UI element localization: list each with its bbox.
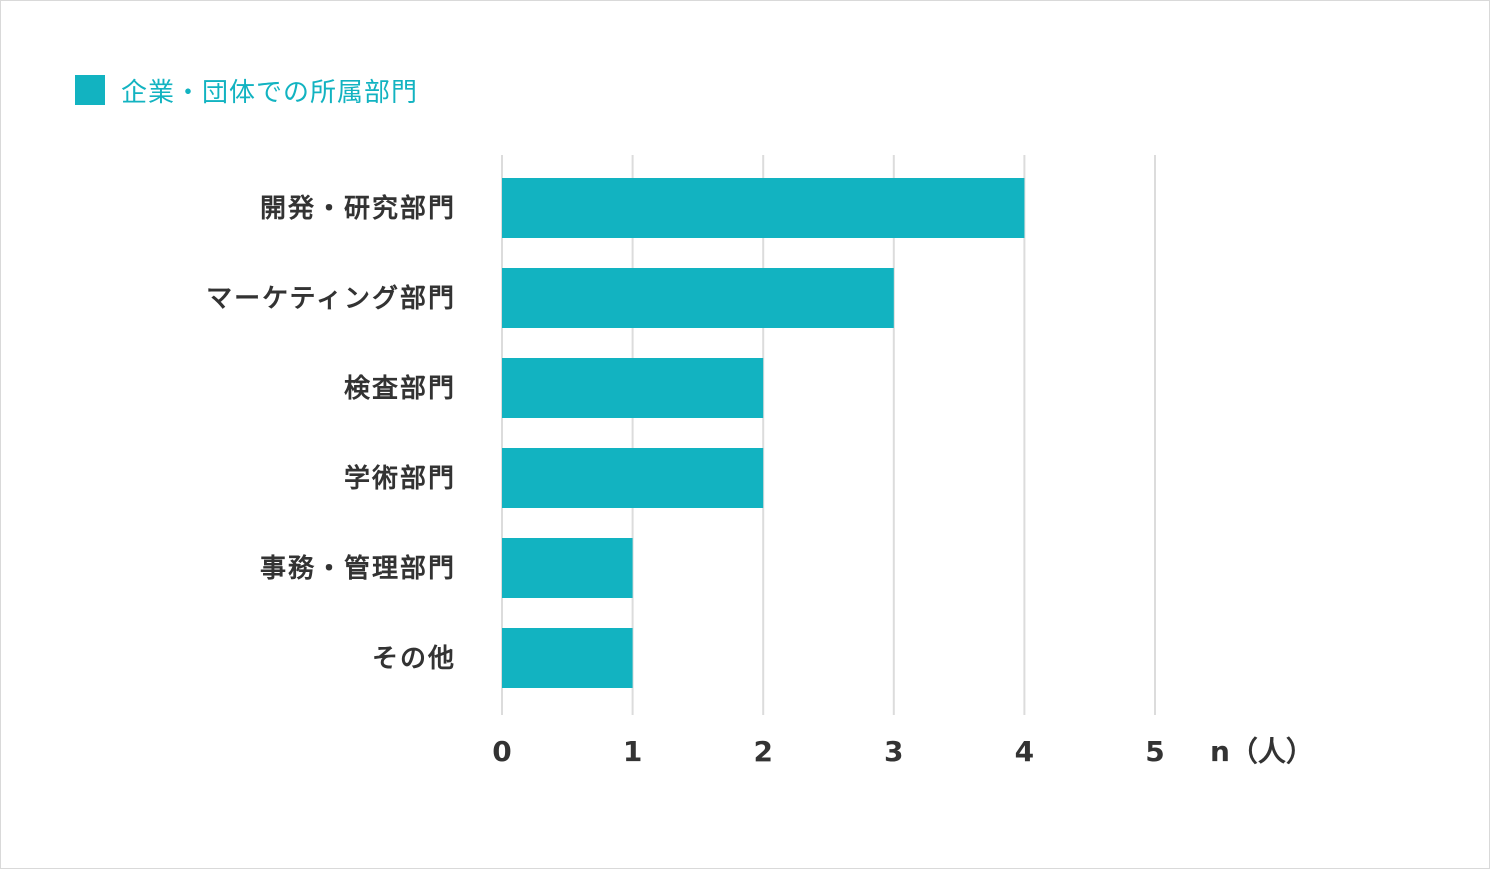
bars <box>502 178 1025 688</box>
x-tick-label: 0 <box>492 735 511 768</box>
bar <box>502 448 764 508</box>
legend-label: 企業・団体での所属部門 <box>121 77 419 108</box>
x-axis-unit-label: n（人） <box>1210 735 1314 768</box>
legend-swatch <box>75 75 105 105</box>
category-label: 開発・研究部門 <box>260 193 456 224</box>
bar <box>502 358 764 418</box>
x-tick-label: 3 <box>884 735 903 768</box>
x-tick-label: 2 <box>753 735 772 768</box>
x-tick-label: 1 <box>623 735 642 768</box>
bar <box>502 628 633 688</box>
category-label: 学術部門 <box>344 463 456 494</box>
legend: 企業・団体での所属部門 <box>75 74 419 108</box>
category-label: 検査部門 <box>344 374 456 404</box>
grid-lines <box>501 155 1156 715</box>
bar <box>502 178 1025 238</box>
x-tick-label: 5 <box>1145 735 1164 768</box>
category-label: マーケティング部門 <box>206 284 456 314</box>
x-tick-label: 4 <box>1015 735 1034 768</box>
category-label: その他 <box>372 644 456 674</box>
bar <box>502 538 633 598</box>
category-label: 事務・管理部門 <box>260 554 456 584</box>
bar <box>502 268 894 328</box>
x-tick-labels: 0 1 2 3 4 5 <box>492 735 1164 768</box>
